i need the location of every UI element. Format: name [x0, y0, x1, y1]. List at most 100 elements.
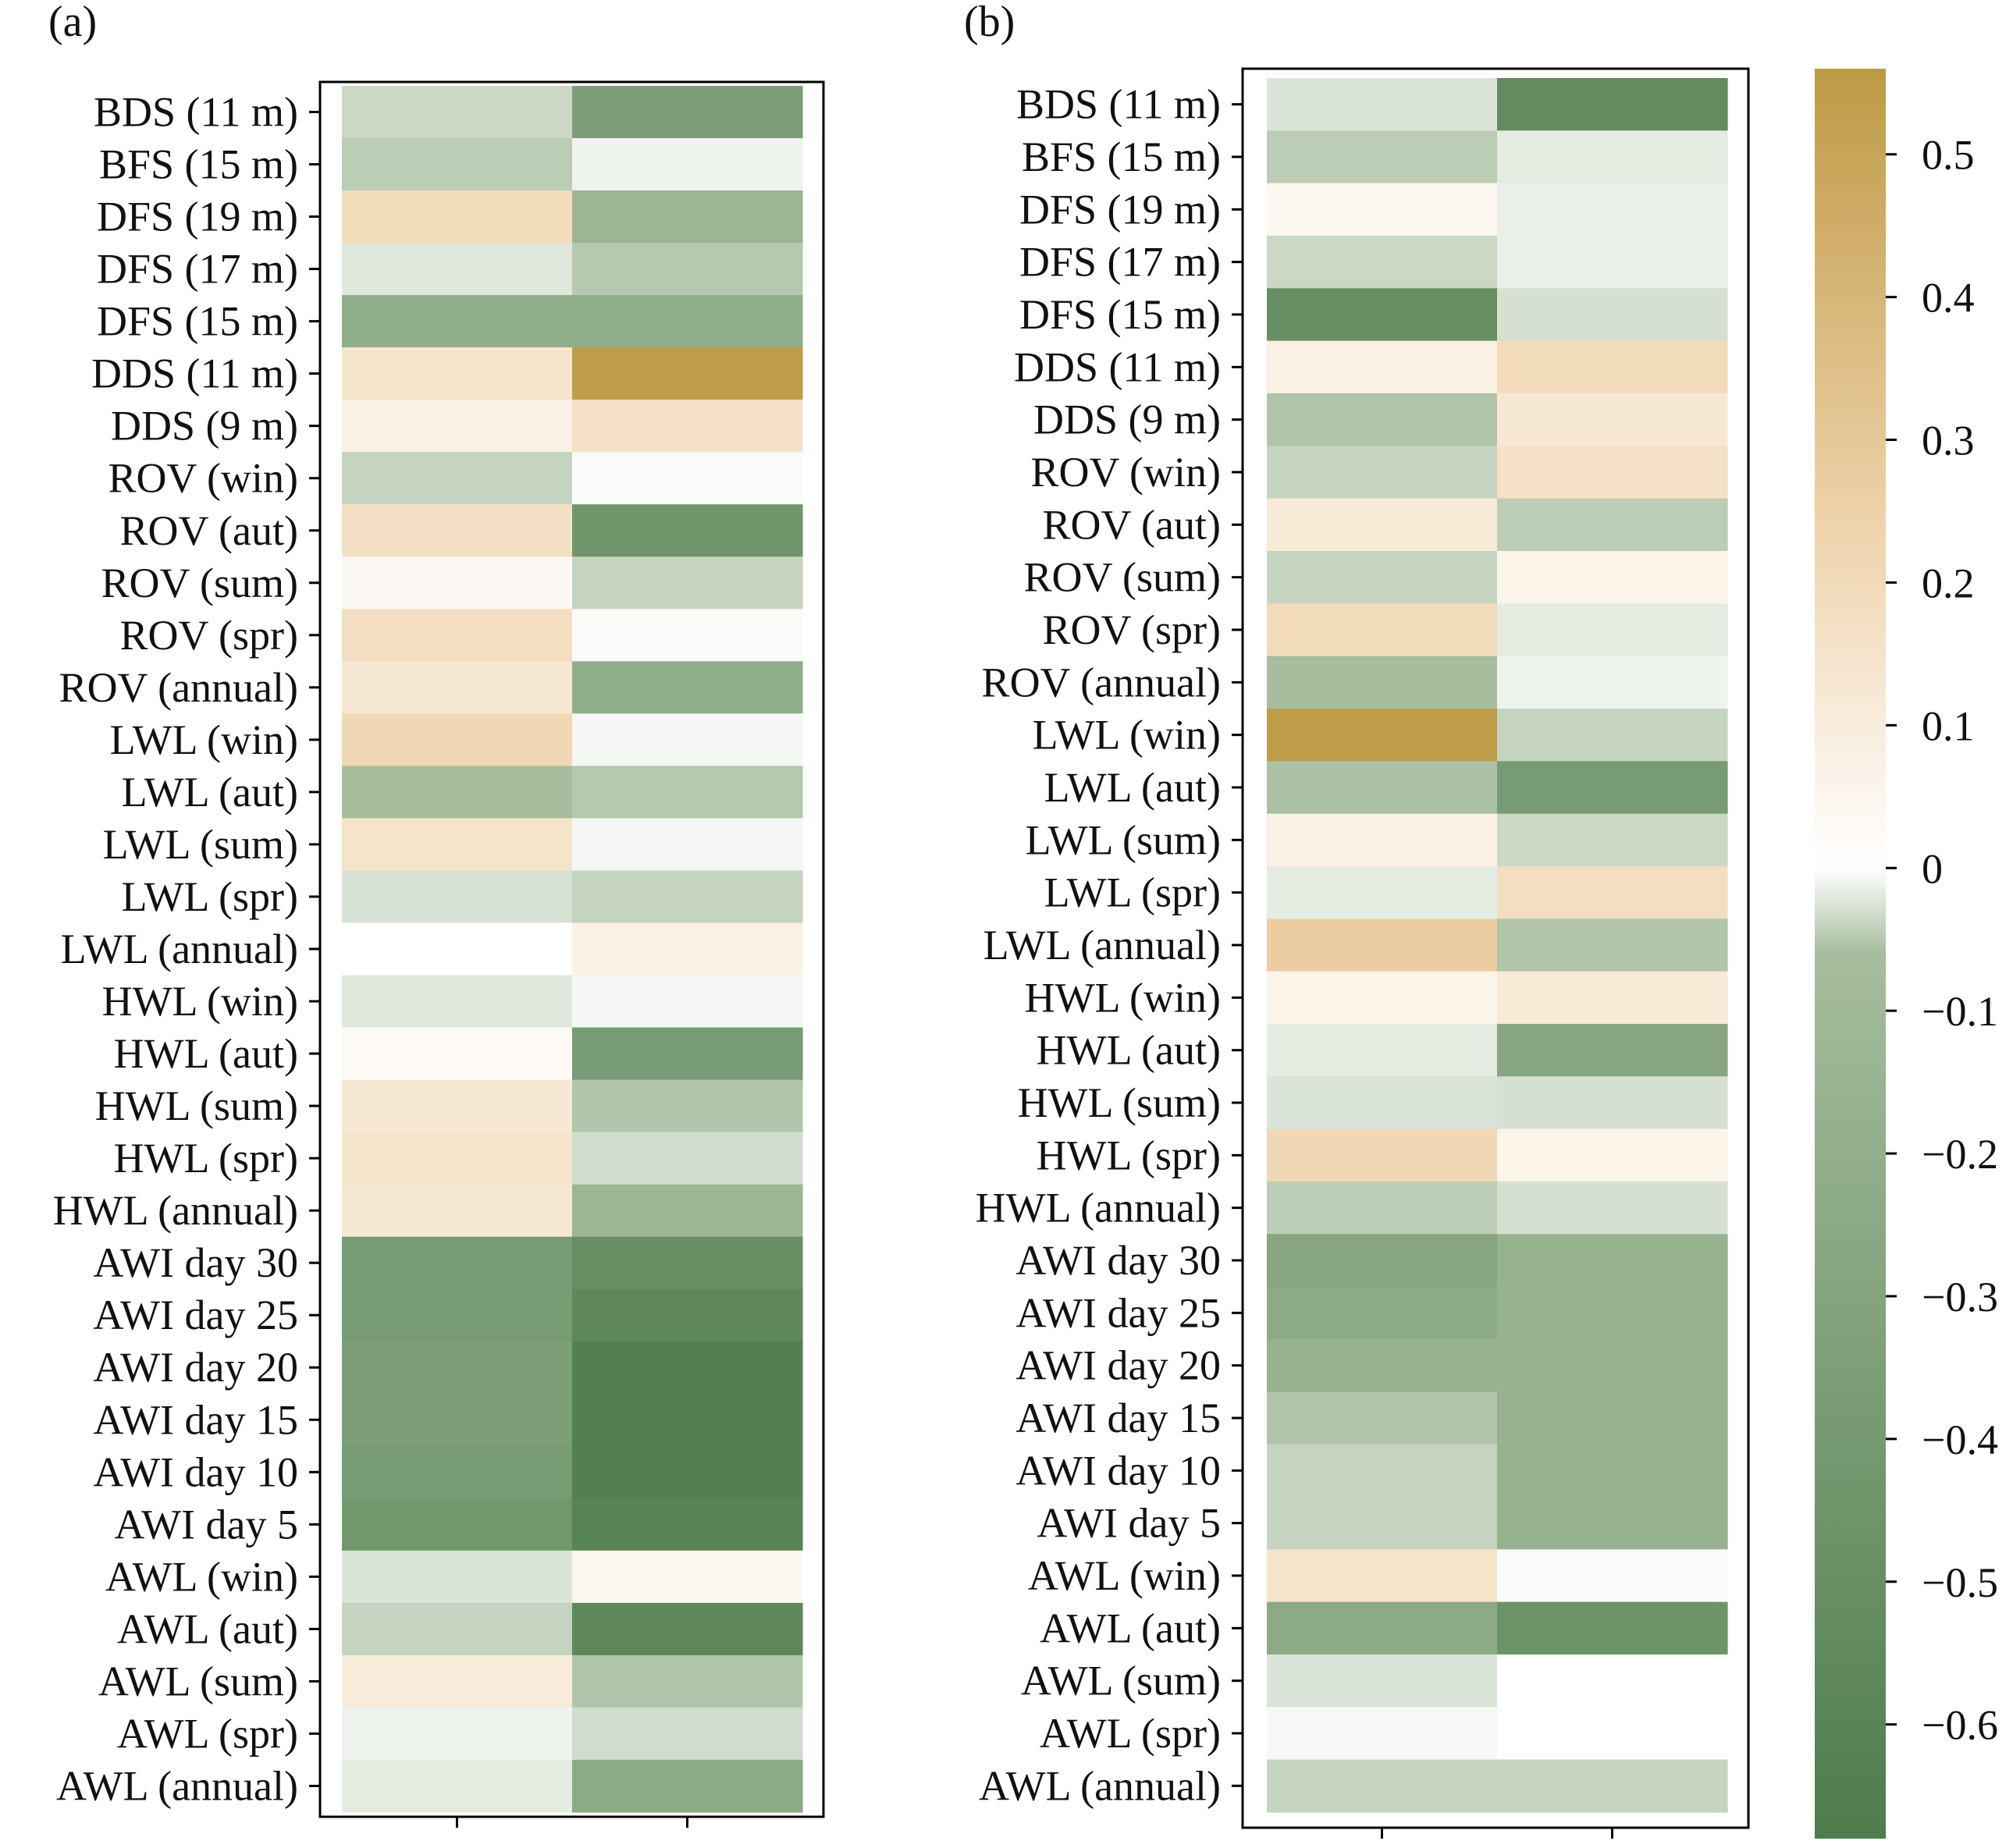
- heatmap-cell-b-r24-c1: [1497, 1339, 1728, 1392]
- heatmap-cell-b-r4-c0: [1267, 288, 1498, 342]
- heatmap-cell-b-r7-c1: [1497, 446, 1728, 499]
- row-label-b-5: DDS (11 m): [1014, 343, 1221, 390]
- heatmap-cell-b-r12-c1: [1497, 709, 1728, 762]
- heatmap-cell-a-r5-c1: [572, 347, 803, 400]
- heatmap-cell-a-r22-c1: [572, 1236, 803, 1290]
- heatmap-cell-a-r23-c0: [342, 1288, 573, 1342]
- heatmap-cell-b-r8-c1: [1497, 498, 1728, 552]
- row-label-a-28: AWL (win): [105, 1553, 298, 1600]
- heatmap-cell-b-r7-c0: [1267, 446, 1498, 499]
- row-label-b-4: DFS (15 m): [1019, 291, 1221, 338]
- heatmap-cell-b-r22-c1: [1497, 1234, 1728, 1288]
- row-label-b-13: LWL (aut): [1044, 764, 1221, 811]
- row-label-b-15: LWL (spr): [1044, 869, 1221, 916]
- row-label-a-3: DFS (17 m): [97, 246, 298, 293]
- heatmap-cell-b-r3-c1: [1497, 236, 1728, 289]
- heatmap-cell-b-r21-c0: [1267, 1182, 1498, 1235]
- heatmap-cell-b-r5-c0: [1267, 340, 1498, 394]
- row-label-b-18: HWL (aut): [1037, 1027, 1221, 1074]
- heatmap-cell-b-r12-c0: [1267, 709, 1498, 762]
- heatmap-cell-b-r9-c0: [1267, 551, 1498, 604]
- row-label-a-6: DDS (9 m): [111, 403, 298, 450]
- heatmap-cell-a-r22-c0: [342, 1236, 573, 1290]
- row-label-b-25: AWI day 15: [1015, 1395, 1221, 1441]
- colorbar-tick-label-9: −0.4: [1922, 1416, 1998, 1463]
- row-label-b-27: AWI day 5: [1037, 1500, 1221, 1547]
- row-label-a-10: ROV (spr): [120, 612, 299, 659]
- heatmap-cell-a-r9-c0: [342, 556, 573, 609]
- heatmap-cell-a-r10-c1: [572, 609, 803, 662]
- row-label-b-9: ROV (sum): [1023, 554, 1221, 601]
- row-label-a-9: ROV (sum): [101, 560, 298, 606]
- row-label-a-21: HWL (annual): [53, 1187, 298, 1234]
- row-label-a-29: AWL (aut): [117, 1605, 298, 1652]
- heatmap-cell-a-r11-c0: [342, 661, 573, 714]
- heatmap-cell-a-r12-c1: [572, 713, 803, 766]
- row-label-b-16: LWL (annual): [983, 922, 1221, 968]
- heatmap-cell-a-r30-c0: [342, 1654, 573, 1708]
- heatmap-cell-a-r31-c0: [342, 1707, 573, 1761]
- heatmap-panel-a: BDS (11 m) BFS (15 m) DFS (19 m) DFS (17 m)…: [53, 80, 825, 1828]
- row-label-a-18: HWL (aut): [114, 1030, 298, 1077]
- row-label-b-20: HWL (spr): [1037, 1132, 1221, 1178]
- heatmap-cell-b-r15-c1: [1497, 866, 1728, 919]
- heatmap-cell-a-r15-c0: [342, 870, 573, 924]
- heatmap-cell-a-r9-c1: [572, 556, 803, 609]
- heatmap-cell-b-r30-c0: [1267, 1654, 1498, 1708]
- heatmap-cell-a-r31-c1: [572, 1707, 803, 1761]
- heatmap-cell-b-r27-c1: [1497, 1497, 1728, 1550]
- heatmap-panel-b: BDS (11 m) BFS (15 m) DFS (19 m) DFS (17 m)…: [976, 67, 1750, 1839]
- row-label-a-22: AWI day 30: [93, 1239, 298, 1286]
- row-label-b-7: ROV (win): [1030, 449, 1221, 496]
- heatmap-cell-a-r25-c1: [572, 1393, 803, 1447]
- heatmap-cell-b-r19-c1: [1497, 1076, 1728, 1130]
- heatmap-cell-b-r10-c1: [1497, 603, 1728, 657]
- heatmap-cell-a-r28-c0: [342, 1550, 573, 1604]
- heatmap-cell-a-r26-c0: [342, 1445, 573, 1499]
- heatmap-cell-a-r13-c1: [572, 766, 803, 819]
- heatmap-cell-b-r23-c1: [1497, 1286, 1728, 1340]
- heatmap-cell-b-r28-c1: [1497, 1549, 1728, 1603]
- heatmap-cell-b-r31-c0: [1267, 1707, 1498, 1761]
- row-label-b-3: DFS (17 m): [1019, 239, 1221, 286]
- row-label-a-24: AWI day 20: [93, 1344, 298, 1391]
- heatmap-cell-a-r24-c0: [342, 1341, 573, 1395]
- heatmap-cell-a-r3-c0: [342, 243, 573, 296]
- heatmap-cell-a-r1-c0: [342, 138, 573, 191]
- heatmap-cell-b-r15-c0: [1267, 866, 1498, 919]
- heatmap-cell-b-r20-c0: [1267, 1128, 1498, 1182]
- heatmap-cell-b-r8-c0: [1267, 498, 1498, 552]
- heatmap-cell-b-r6-c1: [1497, 393, 1728, 446]
- row-label-a-13: LWL (aut): [122, 769, 298, 816]
- row-label-a-0: BDS (11 m): [94, 89, 298, 136]
- heatmap-cell-b-r19-c0: [1267, 1076, 1498, 1130]
- heatmap-cell-b-r14-c0: [1267, 813, 1498, 867]
- panel-a-label: (a): [48, 0, 97, 46]
- heatmap-cell-a-r20-c1: [572, 1132, 803, 1185]
- row-label-b-24: AWI day 20: [1015, 1342, 1221, 1389]
- row-label-b-23: AWI day 25: [1015, 1289, 1221, 1336]
- heatmap-cell-b-r21-c1: [1497, 1182, 1728, 1235]
- plot-frame-b: [1241, 67, 1750, 1829]
- colorbar-tick-label-5: 0: [1922, 845, 1943, 892]
- colorbar-tick-label-11: −0.6: [1922, 1702, 1998, 1749]
- heatmap-cell-a-r3-c1: [572, 243, 803, 296]
- row-label-b-10: ROV (spr): [1043, 606, 1222, 653]
- heatmap-cell-b-r11-c0: [1267, 656, 1498, 709]
- row-label-b-32: AWL (annual): [979, 1762, 1221, 1809]
- row-label-b-11: ROV (annual): [982, 659, 1221, 705]
- heatmap-cell-a-r23-c1: [572, 1288, 803, 1342]
- heatmap-cell-b-r31-c1: [1497, 1707, 1728, 1761]
- row-label-b-1: BFS (15 m): [1022, 133, 1221, 180]
- heatmap-cell-b-r20-c1: [1497, 1128, 1728, 1182]
- heatmap-cell-a-r29-c0: [342, 1602, 573, 1656]
- heatmap-cell-b-r13-c0: [1267, 761, 1498, 815]
- heatmap-cell-a-r16-c1: [572, 922, 803, 976]
- row-label-a-12: LWL (win): [110, 716, 298, 763]
- heatmap-cell-a-r0-c0: [342, 86, 573, 139]
- colorbar-tick-label-8: −0.3: [1922, 1274, 1998, 1320]
- heatmap-cell-b-r18-c1: [1497, 1024, 1728, 1077]
- heatmap-cell-a-r7-c0: [342, 452, 573, 505]
- heatmap-cell-a-r32-c0: [342, 1759, 573, 1813]
